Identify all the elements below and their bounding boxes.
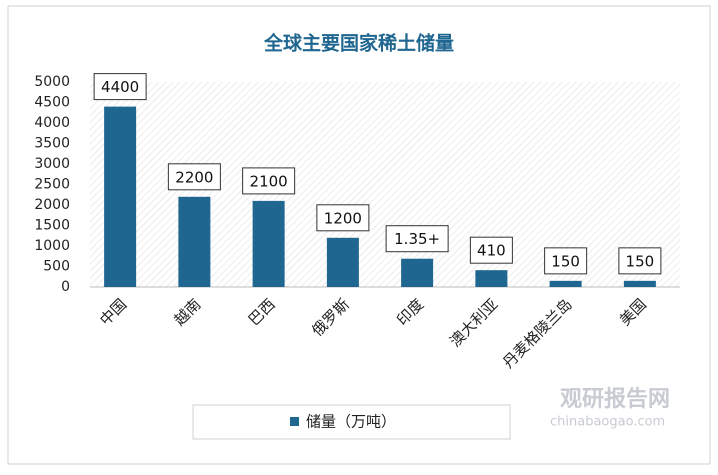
value-label: 2100 bbox=[250, 172, 288, 190]
y-tick-label: 500 bbox=[43, 259, 70, 275]
value-label-box bbox=[167, 163, 221, 191]
bar bbox=[549, 280, 582, 287]
y-tick-label: 5000 bbox=[34, 74, 70, 90]
y-tick-label: 2000 bbox=[34, 197, 70, 213]
value-label-box bbox=[544, 247, 588, 275]
value-label-box bbox=[316, 204, 370, 232]
bar bbox=[104, 106, 137, 287]
bar bbox=[475, 270, 508, 287]
value-label-box bbox=[618, 247, 662, 275]
bar bbox=[401, 258, 434, 287]
y-tick-label: 1000 bbox=[34, 238, 70, 254]
value-label-box bbox=[93, 73, 147, 101]
y-tick-label: 4500 bbox=[34, 95, 70, 111]
value-label: 150 bbox=[626, 252, 655, 270]
value-label: 410 bbox=[477, 242, 506, 260]
bar bbox=[623, 280, 656, 287]
watermark-url: chinabaogao.com bbox=[550, 415, 665, 430]
value-label-box bbox=[242, 167, 296, 195]
y-tick-label: 4000 bbox=[34, 115, 70, 131]
y-tick-label: 3500 bbox=[34, 136, 70, 152]
chart-title: 全球主要国家稀土储量 bbox=[263, 32, 454, 55]
y-tick-label: 0 bbox=[61, 279, 70, 295]
value-label-box bbox=[469, 236, 513, 264]
y-tick-label: 2500 bbox=[34, 177, 70, 193]
legend-box bbox=[192, 404, 511, 440]
value-label: 1.35+ bbox=[394, 230, 440, 248]
watermark-name: 观研报告网 bbox=[560, 387, 670, 412]
bar bbox=[178, 196, 211, 287]
legend-swatch bbox=[290, 417, 299, 426]
value-label: 2200 bbox=[175, 168, 213, 186]
value-label: 150 bbox=[551, 252, 580, 270]
value-label: 1200 bbox=[324, 209, 362, 227]
bar bbox=[326, 237, 359, 287]
value-label-box bbox=[385, 225, 449, 253]
legend-label: 储量（万吨） bbox=[306, 413, 396, 431]
bar bbox=[252, 200, 285, 287]
value-label: 4400 bbox=[101, 78, 139, 96]
y-tick-label: 3000 bbox=[34, 156, 70, 172]
y-tick-label: 1500 bbox=[34, 218, 70, 234]
